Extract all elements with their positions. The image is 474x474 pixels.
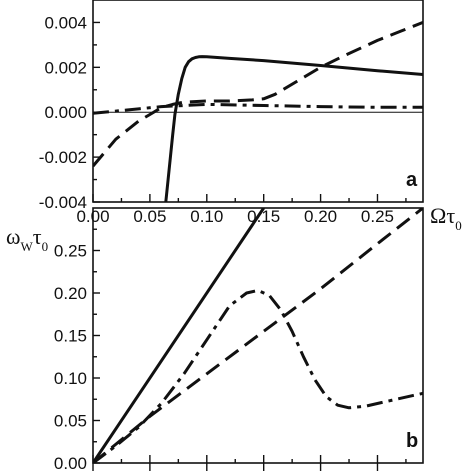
panel-b: 0.00 0.05 0.10 0.15 0.20 0.25 b bbox=[54, 207, 424, 473]
y-tick-label: 0.004 bbox=[44, 13, 87, 32]
x-tick-label: 0.05 bbox=[133, 207, 166, 226]
y-tick-label: 0.05 bbox=[54, 412, 87, 431]
plot-frame bbox=[92, 0, 424, 203]
y-tick-label: -0.004 bbox=[39, 193, 87, 212]
y-tick-label: 0.000 bbox=[44, 103, 87, 122]
series-line-dashed bbox=[93, 21, 423, 168]
y-axis-title: ωWτ0 bbox=[6, 224, 48, 254]
series-line-dashed bbox=[93, 208, 423, 463]
y-tick-label: 0.25 bbox=[54, 242, 87, 261]
y-tick-label: 0.00 bbox=[54, 454, 87, 473]
series-line-dashdot bbox=[93, 102, 423, 115]
y-tick-label: 0.20 bbox=[54, 284, 87, 303]
y-tick-label: 0.15 bbox=[54, 327, 87, 346]
x-axis-title: Ωτ0 bbox=[430, 203, 462, 233]
panel-letter: b bbox=[406, 430, 418, 452]
x-tick-label: 0.10 bbox=[190, 207, 223, 226]
x-tick-label: 0.20 bbox=[304, 207, 337, 226]
x-tick-label: 0.25 bbox=[361, 207, 394, 226]
plot-frame bbox=[92, 207, 424, 464]
series-line-solid bbox=[93, 208, 265, 463]
series-line-solid bbox=[164, 55, 423, 202]
panel-letter: a bbox=[406, 169, 418, 191]
y-tick-label: 0.10 bbox=[54, 369, 87, 388]
series-line-dashdot bbox=[93, 288, 423, 463]
y-tick-label: -0.002 bbox=[39, 148, 87, 167]
y-tick-label: 0.002 bbox=[44, 58, 87, 77]
